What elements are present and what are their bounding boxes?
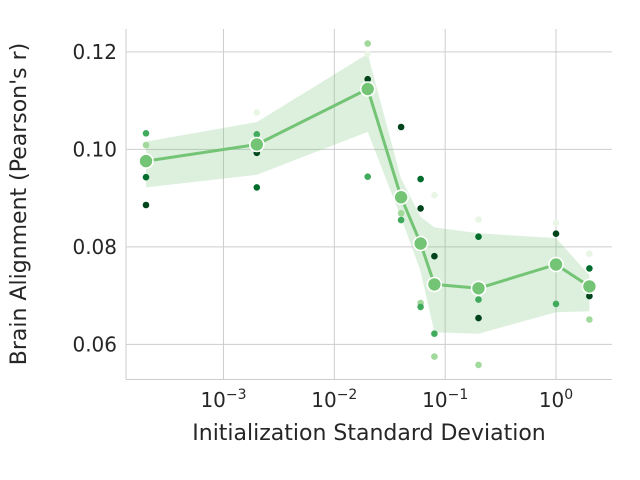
scatter-point-light xyxy=(431,353,438,360)
x-tick-label: 10−3 xyxy=(200,387,246,412)
scatter-point-light xyxy=(475,361,482,369)
x-tick-labels: 10−3 10−2 10−1 100 xyxy=(200,387,573,412)
x-tick-label: 10−1 xyxy=(422,387,468,412)
scatter-point-medium xyxy=(431,330,438,338)
y-tick-label: 0.10 xyxy=(72,137,117,161)
mean-markers xyxy=(138,81,598,297)
scatter-point-lightest xyxy=(586,250,593,257)
scatter-point-light xyxy=(397,210,405,217)
scatter-point-lightest xyxy=(552,219,560,227)
scatter-point-dark xyxy=(475,233,482,240)
scatter-point-medium xyxy=(142,130,150,137)
scatter-point-darkest xyxy=(586,292,593,300)
scatter-point-medium xyxy=(552,300,560,308)
y-axis-label: Brain Alignment (Pearson's r) xyxy=(7,43,32,366)
scatter-point-lightest xyxy=(364,50,372,58)
scatter-points xyxy=(142,40,593,369)
scatter-point-darkest xyxy=(397,123,405,131)
scatter-point-darkest xyxy=(417,205,424,212)
scatter-point-dark xyxy=(253,184,261,191)
confidence-band xyxy=(146,53,590,334)
x-axis-label: Initialization Standard Deviation xyxy=(192,421,545,446)
scatter-point-light xyxy=(364,40,372,47)
mean-marker xyxy=(581,278,598,295)
mean-marker xyxy=(138,153,154,169)
scatter-point-light xyxy=(586,316,593,323)
x-tick-label: 100 xyxy=(539,387,573,412)
mean-marker xyxy=(426,276,443,293)
confidence-band-area xyxy=(146,53,590,334)
scatter-point-medium xyxy=(364,173,372,180)
axes-spines xyxy=(125,29,612,380)
scatter-point-light xyxy=(142,141,150,149)
mean-marker xyxy=(248,136,265,153)
scatter-point-medium xyxy=(475,296,482,303)
y-tick-labels: 0.12 0.10 0.08 0.06 xyxy=(72,40,117,356)
scatter-point-darkest xyxy=(475,314,482,322)
scatter-point-lightest xyxy=(253,109,261,116)
scatter-point-darkest xyxy=(552,230,560,237)
mean-marker xyxy=(393,189,409,205)
y-tick-label: 0.08 xyxy=(72,235,117,259)
scatter-point-dark xyxy=(417,175,424,183)
mean-marker xyxy=(470,280,487,297)
y-tick-label: 0.12 xyxy=(72,40,117,64)
scatter-point-darkest xyxy=(431,252,438,260)
y-tick-label: 0.06 xyxy=(72,332,117,356)
scatter-point-medium xyxy=(397,216,405,224)
scatter-point-darkest xyxy=(364,75,372,83)
scatter-point-lightest xyxy=(431,191,438,199)
scatter-point-dark xyxy=(586,265,593,272)
mean-marker xyxy=(548,256,564,273)
scatter-point-darkest xyxy=(142,201,150,209)
scatter-point-lightest xyxy=(475,216,482,223)
mean-marker xyxy=(359,81,376,97)
x-tick-label: 10−2 xyxy=(311,387,357,412)
mean-marker xyxy=(412,235,429,252)
scatter-point-medium xyxy=(253,131,261,138)
scatter-point-dark xyxy=(142,173,150,181)
scatter-point-medium xyxy=(417,303,424,311)
